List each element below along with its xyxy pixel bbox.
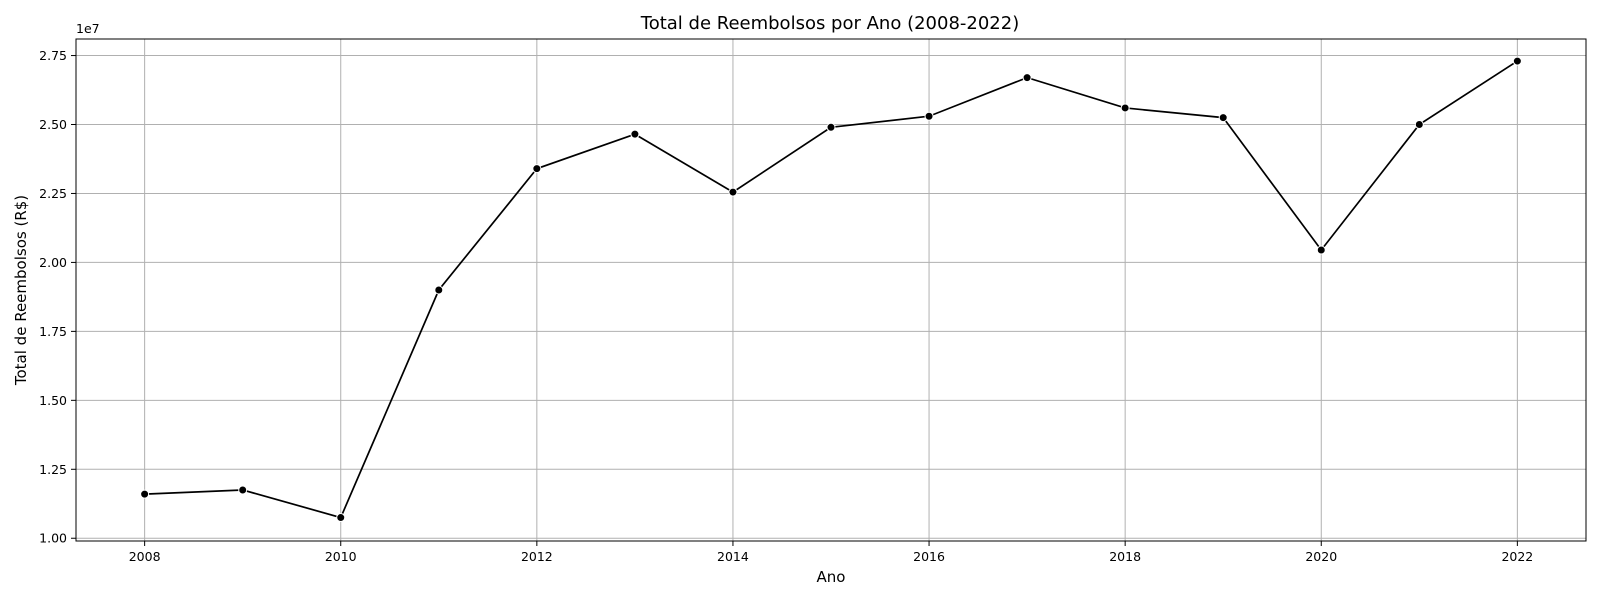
- data-point: [924, 111, 934, 121]
- data-point: [1316, 245, 1326, 255]
- data-point: [728, 187, 738, 197]
- x-tick-label: 2008: [129, 549, 161, 564]
- data-point: [1414, 120, 1424, 130]
- data-point: [630, 129, 640, 139]
- data-point: [1512, 56, 1522, 66]
- y-tick-label: 1.75: [39, 324, 67, 339]
- x-tick-label: 2014: [717, 549, 749, 564]
- y-tick-label: 2.75: [39, 48, 67, 63]
- data-point: [826, 122, 836, 132]
- x-tick-label: 2022: [1501, 549, 1533, 564]
- data-point: [140, 489, 150, 499]
- data-point: [434, 285, 444, 295]
- y-tick-label: 2.00: [39, 255, 67, 270]
- y-axis-label: Total de Reembolsos (R$): [12, 195, 30, 386]
- y-tick-label: 2.25: [39, 186, 67, 201]
- x-tick-label: 2016: [913, 549, 945, 564]
- y-tick-label: 1.00: [39, 531, 67, 546]
- data-point: [1022, 73, 1032, 83]
- y-tick-label: 1.50: [39, 393, 67, 408]
- x-tick-label: 2018: [1109, 549, 1141, 564]
- y-tick-label: 2.50: [39, 117, 67, 132]
- x-axis-label: Ano: [817, 568, 846, 586]
- y-offset-label: 1e7: [76, 21, 100, 36]
- x-tick-label: 2010: [325, 549, 357, 564]
- chart-title: Total de Reembolsos por Ano (2008-2022): [640, 13, 1019, 34]
- x-tick-label: 2020: [1305, 549, 1337, 564]
- data-point: [238, 485, 248, 495]
- series-line: [140, 56, 1522, 523]
- data-point: [1218, 113, 1228, 123]
- data-point: [1120, 103, 1130, 113]
- axis-ticks: 2008 2010 2012 2014 2016 2018 2020 2022 1.00 1.25…: [39, 48, 1533, 564]
- grid: [76, 39, 1586, 541]
- x-tick-label: 2012: [521, 549, 553, 564]
- plot-frame: [75, 38, 1587, 542]
- y-tick-label: 1.25: [39, 462, 67, 477]
- data-point: [336, 513, 346, 523]
- data-point: [532, 164, 542, 174]
